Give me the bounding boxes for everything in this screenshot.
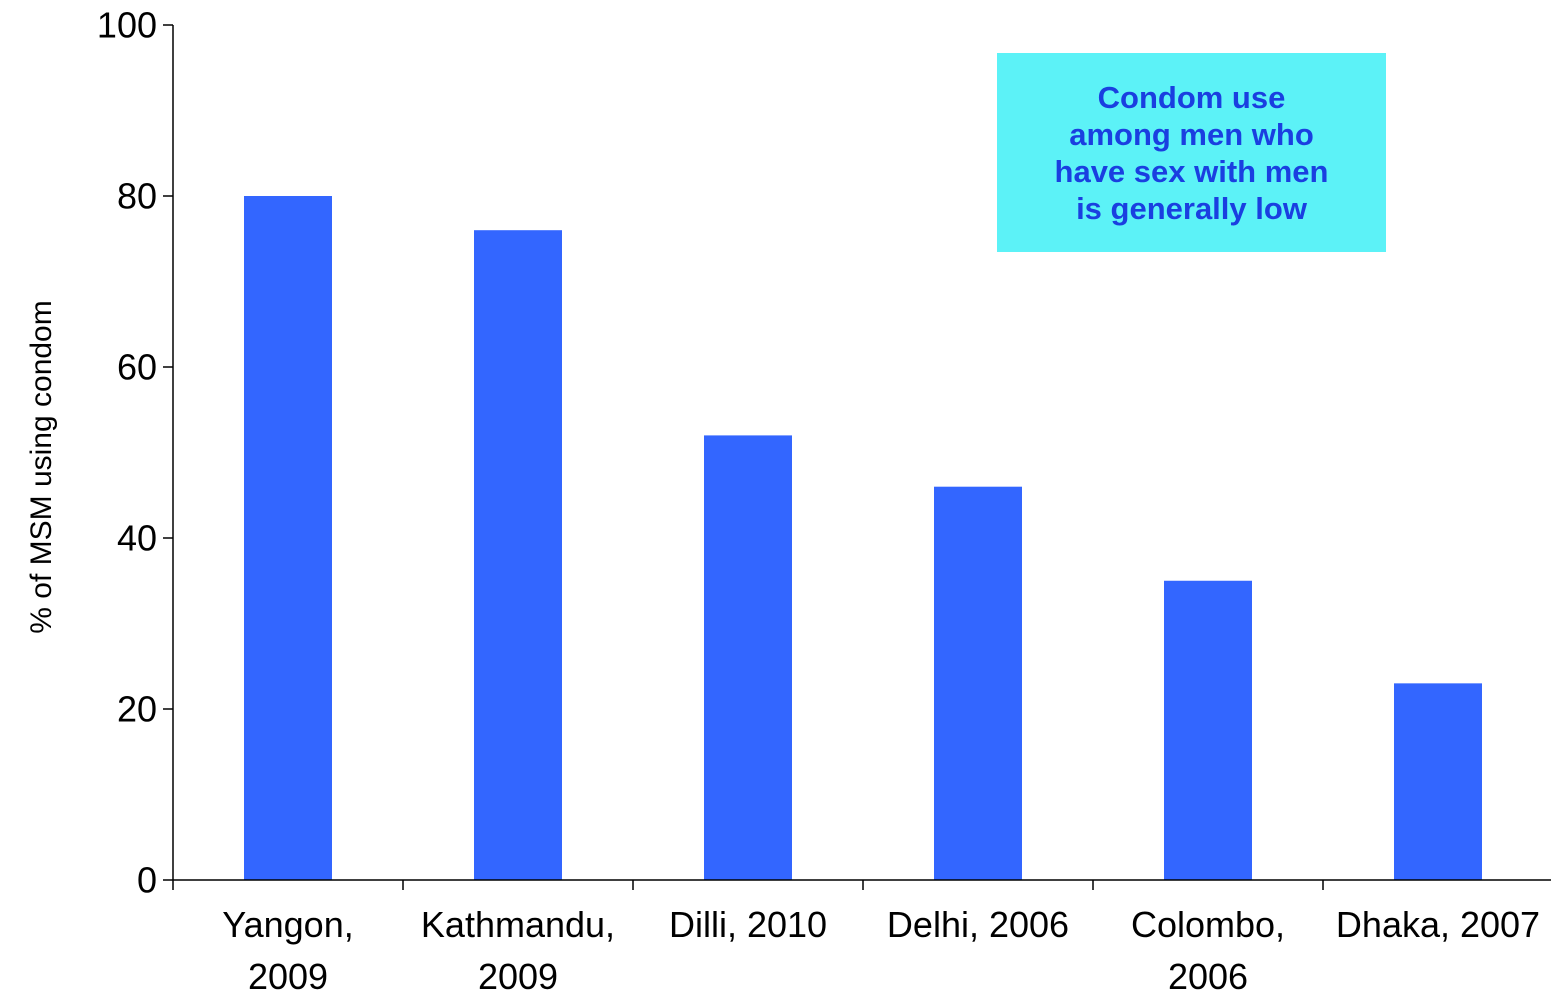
y-tick-label: 100: [97, 5, 157, 46]
x-tick-label: Kathmandu, 2009: [421, 904, 615, 997]
annotation-line: is generally low: [1076, 190, 1307, 226]
y-ticks-group: 0 20 40 60 80 100: [97, 5, 173, 901]
bar: [1394, 683, 1482, 880]
x-tick-label-line: 2009: [248, 956, 328, 997]
x-tick-label: Yangon, 2009: [222, 904, 353, 997]
bars-group: [244, 196, 1482, 880]
x-tick-label-line: Delhi, 2006: [887, 904, 1069, 945]
y-tick-label: 80: [117, 176, 157, 217]
bar: [704, 435, 792, 880]
x-tick-label-line: Dilli, 2010: [669, 904, 827, 945]
x-tick-label: Dhaka, 2007: [1336, 904, 1540, 945]
bar: [934, 486, 1022, 880]
annotation-line: among men who: [1069, 116, 1314, 152]
y-axis-title: % of MSM using condom: [25, 300, 58, 633]
x-tick-label-line: 2009: [478, 956, 558, 997]
x-ticks-group: Yangon, 2009 Kathmandu, 2009 Dilli, 2010 Delh…: [172, 880, 1540, 997]
y-tick-label: 20: [117, 689, 157, 730]
annotation-line: Condom use: [1097, 79, 1286, 115]
x-tick-label-line: 2006: [1168, 956, 1248, 997]
x-tick-label-line: Colombo,: [1131, 904, 1285, 945]
x-tick-label-line: Yangon,: [222, 904, 353, 945]
y-tick-label: 40: [117, 518, 157, 559]
x-tick-label-line: Kathmandu,: [421, 904, 615, 945]
annotation-line: have sex with men: [1054, 153, 1329, 189]
y-tick-label: 60: [117, 347, 157, 388]
x-tick-label: Dilli, 2010: [669, 904, 827, 945]
x-tick-label-line: Dhaka, 2007: [1336, 904, 1540, 945]
x-tick-label: Colombo, 2006: [1131, 904, 1285, 997]
x-tick-label: Delhi, 2006: [887, 904, 1069, 945]
bar: [474, 230, 562, 880]
bar: [1164, 580, 1252, 880]
annotation-callout: Condom use among men who have sex with m…: [997, 53, 1386, 252]
bar: [244, 196, 332, 880]
y-tick-label: 0: [137, 860, 157, 901]
